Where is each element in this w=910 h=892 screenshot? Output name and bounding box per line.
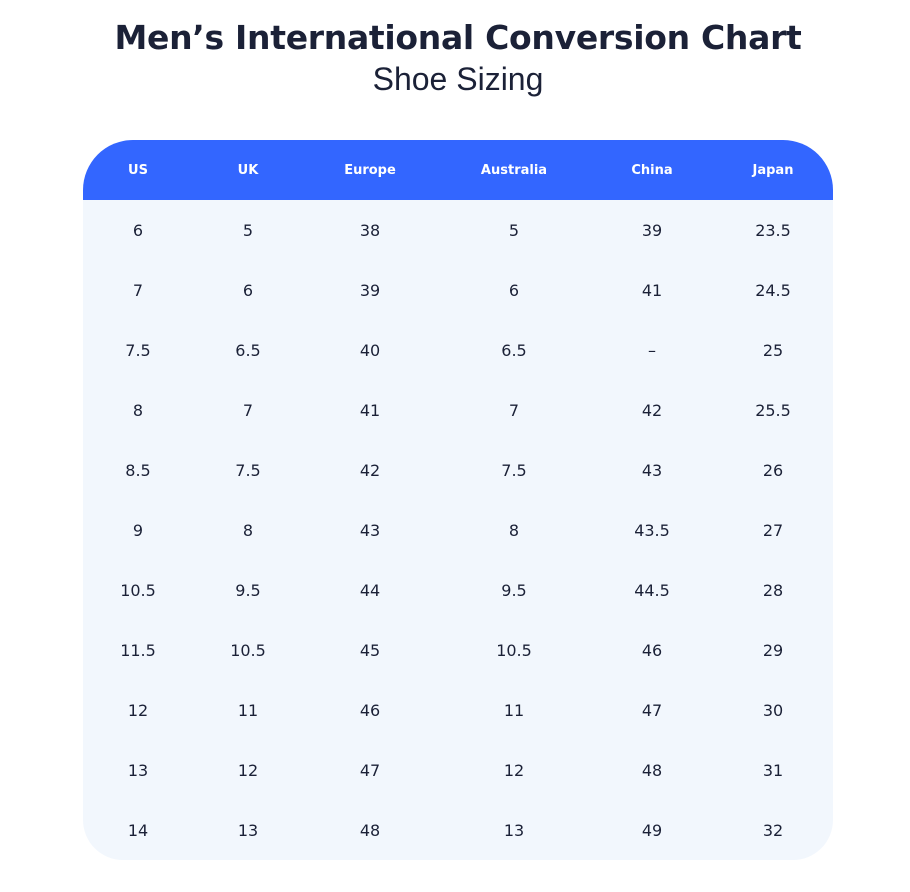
column-header-australia: Australia [480, 162, 548, 178]
cell-japan: 25 [762, 340, 784, 360]
cell-japan: 24.5 [755, 280, 791, 300]
column-header-europe: Europe [344, 162, 396, 178]
cell-japan: 25.5 [755, 400, 791, 420]
cell-china: 43 [641, 460, 663, 480]
cell-us: 10.5 [120, 580, 156, 600]
cell-china: 42 [641, 400, 663, 420]
size-conversion-table: US UK Europe Australia China Japan 6 5 38 5 39 23.… [83, 140, 833, 860]
cell-us: 9 [132, 520, 144, 540]
cell-china: – [648, 340, 656, 360]
cell-uk: 6.5 [235, 340, 261, 360]
cell-europe: 41 [359, 400, 381, 420]
cell-japan: 23.5 [755, 220, 791, 240]
cell-australia: 9.5 [501, 580, 527, 600]
table-row: 8.5 7.5 42 7.5 43 26 [83, 440, 833, 500]
table-row: 10.5 9.5 44 9.5 44.5 28 [83, 560, 833, 620]
table-row: 7 6 39 6 41 24.5 [83, 260, 833, 320]
cell-europe: 42 [359, 460, 381, 480]
cell-uk: 6 [242, 280, 254, 300]
cell-uk: 7 [242, 400, 254, 420]
table-row: 11.5 10.5 45 10.5 46 29 [83, 620, 833, 680]
cell-australia: 10.5 [496, 640, 532, 660]
table-row: 8 7 41 7 42 25.5 [83, 380, 833, 440]
cell-uk: 11 [237, 700, 259, 720]
cell-china: 43.5 [634, 520, 670, 540]
cell-us: 13 [127, 760, 149, 780]
cell-australia: 8 [508, 520, 520, 540]
cell-japan: 26 [762, 460, 784, 480]
cell-uk: 10.5 [230, 640, 266, 660]
cell-uk: 5 [242, 220, 254, 240]
cell-europe: 40 [359, 340, 381, 360]
cell-europe: 43 [359, 520, 381, 540]
cell-uk: 9.5 [235, 580, 261, 600]
cell-uk: 8 [242, 520, 254, 540]
cell-us: 8 [132, 400, 144, 420]
cell-japan: 28 [762, 580, 784, 600]
cell-japan: 31 [762, 760, 784, 780]
cell-europe: 38 [359, 220, 381, 240]
cell-australia: 11 [503, 700, 525, 720]
cell-us: 8.5 [125, 460, 151, 480]
cell-australia: 7.5 [501, 460, 527, 480]
cell-china: 44.5 [634, 580, 670, 600]
cell-china: 47 [641, 700, 663, 720]
cell-china: 48 [641, 760, 663, 780]
cell-australia: 6 [508, 280, 520, 300]
column-header-uk: UK [237, 162, 259, 178]
cell-australia: 5 [508, 220, 520, 240]
cell-china: 46 [641, 640, 663, 660]
cell-europe: 47 [359, 760, 381, 780]
cell-us: 7 [132, 280, 144, 300]
table-row: 9 8 43 8 43.5 27 [83, 500, 833, 560]
cell-japan: 27 [762, 520, 784, 540]
cell-uk: 7.5 [235, 460, 261, 480]
cell-us: 7.5 [125, 340, 151, 360]
cell-europe: 44 [359, 580, 381, 600]
cell-japan: 32 [762, 820, 784, 840]
cell-us: 6 [132, 220, 144, 240]
column-header-china: China [631, 162, 673, 178]
column-header-us: US [128, 162, 148, 178]
table-body: 6 5 38 5 39 23.5 7 6 39 6 41 24.5 7.5 6.5 40 6.5 – 25 8 7 41… [83, 200, 833, 860]
cell-europe: 48 [359, 820, 381, 840]
table-row: 6 5 38 5 39 23.5 [83, 200, 833, 260]
cell-australia: 12 [503, 760, 525, 780]
cell-china: 49 [641, 820, 663, 840]
cell-china: 39 [641, 220, 663, 240]
cell-china: 41 [641, 280, 663, 300]
cell-us: 12 [127, 700, 149, 720]
cell-uk: 13 [237, 820, 259, 840]
page-subtitle: Shoe Sizing [372, 61, 544, 97]
cell-australia: 13 [503, 820, 525, 840]
table-row: 14 13 48 13 49 32 [83, 800, 833, 860]
cell-europe: 46 [359, 700, 381, 720]
cell-us: 11.5 [120, 640, 156, 660]
cell-europe: 39 [359, 280, 381, 300]
cell-australia: 7 [508, 400, 520, 420]
table-row: 7.5 6.5 40 6.5 – 25 [83, 320, 833, 380]
page-title: Men’s International Conversion Chart [114, 18, 802, 57]
cell-japan: 29 [762, 640, 784, 660]
table-header: US UK Europe Australia China Japan [83, 140, 833, 200]
column-header-japan: Japan [752, 162, 794, 178]
cell-japan: 30 [762, 700, 784, 720]
table-row: 13 12 47 12 48 31 [83, 740, 833, 800]
cell-us: 14 [127, 820, 149, 840]
cell-uk: 12 [237, 760, 259, 780]
table-row: 12 11 46 11 47 30 [83, 680, 833, 740]
cell-europe: 45 [359, 640, 381, 660]
cell-australia: 6.5 [501, 340, 527, 360]
